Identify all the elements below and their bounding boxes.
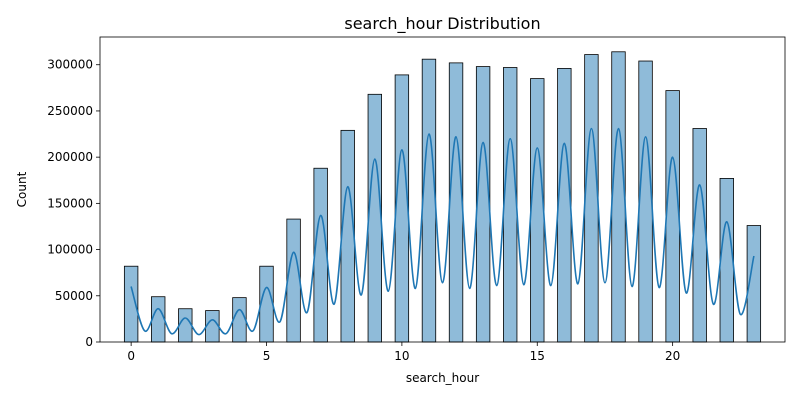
histogram-bar <box>584 54 599 343</box>
histogram-bar <box>232 297 247 343</box>
histogram-bar <box>313 167 328 343</box>
x-tick-label: 10 <box>394 349 409 363</box>
histogram-bar <box>178 308 193 343</box>
histogram-bar <box>611 51 626 343</box>
histogram-bar <box>475 66 491 343</box>
histogram-bar <box>638 60 653 343</box>
y-tick-label: 50000 <box>55 289 93 303</box>
chart-title: search_hour Distribution <box>344 14 540 34</box>
histogram-bar <box>692 128 707 343</box>
histogram-bar <box>340 129 355 343</box>
histogram-bar <box>503 67 518 343</box>
histogram-bar <box>421 58 437 343</box>
x-axis-title: search_hour <box>406 371 479 385</box>
histogram-bar <box>665 90 680 343</box>
histogram-bar <box>557 68 572 343</box>
histogram-bar <box>367 93 382 343</box>
y-tick-label: 100000 <box>47 243 93 257</box>
kde-line <box>130 127 755 336</box>
histogram-bar <box>530 78 545 343</box>
x-axis-ticks: 0 5 10 15 20 <box>127 342 680 363</box>
histogram-bar <box>151 296 166 343</box>
x-tick-label: 20 <box>665 349 680 363</box>
x-tick-label: 0 <box>127 349 135 363</box>
x-tick-label: 5 <box>263 349 271 363</box>
y-tick-label: 150000 <box>47 196 93 210</box>
plot-frame <box>99 36 786 343</box>
histogram-bar <box>205 310 220 343</box>
histogram-bar <box>719 178 734 343</box>
y-axis-ticks: 0 50000 100000 150000 200000 250000 300000 <box>47 58 100 349</box>
histogram-bar <box>448 62 464 343</box>
y-tick-label: 250000 <box>47 104 93 118</box>
histogram-bar <box>394 74 410 343</box>
y-tick-label: 200000 <box>47 150 93 164</box>
y-tick-label: 0 <box>85 335 93 349</box>
y-tick-label: 300000 <box>47 58 93 72</box>
histogram-bar <box>286 218 301 343</box>
histogram-bar <box>259 265 274 343</box>
y-axis-title: Count <box>15 171 29 207</box>
x-tick-label: 15 <box>530 349 545 363</box>
